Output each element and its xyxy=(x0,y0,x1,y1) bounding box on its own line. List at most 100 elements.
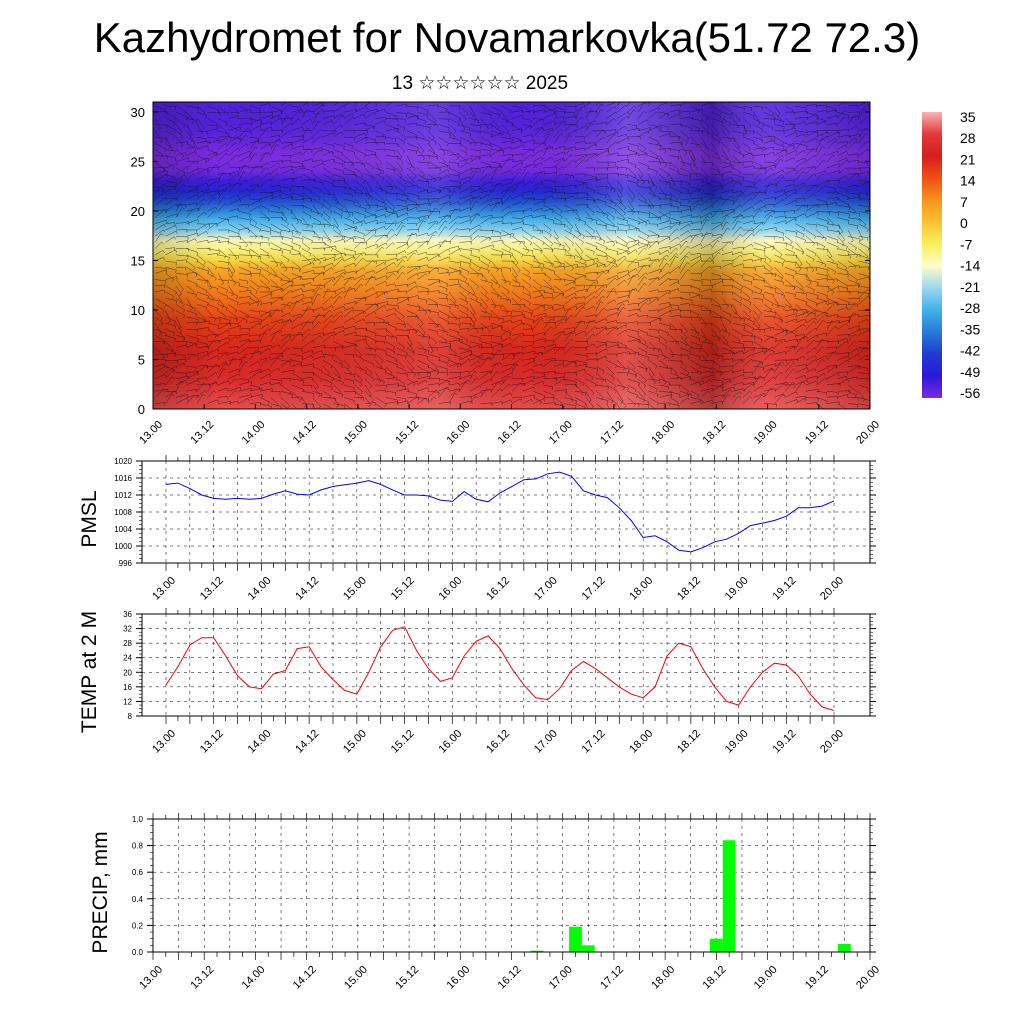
x-tick-label: 19.12 xyxy=(803,419,831,447)
precip-bar xyxy=(837,944,851,952)
wind-barbs xyxy=(154,102,870,409)
y-tick-label: 32 xyxy=(123,625,132,634)
y-axis-label: PMSL xyxy=(78,490,101,547)
y-tick-label: 8 xyxy=(128,712,133,721)
x-tick-label: 16.12 xyxy=(484,575,512,603)
x-tick-label: 16.00 xyxy=(436,575,464,603)
x-tick-label: 16.00 xyxy=(436,728,464,756)
y-tick-label: 20 xyxy=(131,204,145,219)
wind-barb-lines xyxy=(154,102,870,409)
x-tick-label: 18.00 xyxy=(649,964,677,992)
x-tick-label: 14.12 xyxy=(291,964,319,992)
x-tick-label: 15.00 xyxy=(342,419,370,447)
y-axis-label: TEMP at 2 M xyxy=(78,611,101,733)
colorbar-label: 35 xyxy=(960,109,976,125)
x-tick-label: 16.00 xyxy=(444,419,472,447)
x-tick-label: 13.00 xyxy=(137,419,165,447)
x-tick-label: 18.00 xyxy=(649,419,677,447)
x-tick-label: 17.00 xyxy=(547,419,575,447)
x-tick-label: 15.00 xyxy=(342,964,370,992)
x-tick-label: 13.00 xyxy=(137,964,165,992)
x-tick-label: 13.12 xyxy=(198,575,226,603)
colorbar-label: -28 xyxy=(960,300,980,316)
x-tick-label: 17.12 xyxy=(598,419,626,447)
chart-subtitle: 13 ☆☆☆☆☆☆ 2025 xyxy=(391,73,569,94)
series-line xyxy=(165,626,835,711)
x-tick-label: 15.00 xyxy=(341,575,369,603)
colorbar-label: -21 xyxy=(960,279,980,295)
y-tick-label: 15 xyxy=(131,253,145,268)
x-tick-label: 18.12 xyxy=(675,728,703,756)
x-tick-label: 18.00 xyxy=(627,728,655,756)
colorbar-label: 28 xyxy=(960,130,976,146)
x-tick-label: 13.00 xyxy=(150,575,178,603)
x-tick-label: 14.00 xyxy=(246,728,274,756)
y-tick-label: 0.4 xyxy=(132,895,144,904)
x-tick-label: 15.12 xyxy=(389,728,417,756)
x-tick-label: 20.00 xyxy=(854,964,882,992)
x-tick-label: 13.12 xyxy=(198,728,226,756)
x-tick-label: 17.12 xyxy=(598,964,626,992)
x-tick-label: 14.12 xyxy=(293,728,321,756)
y-tick-label: 30 xyxy=(131,105,145,120)
x-tick-label: 19.12 xyxy=(770,575,798,603)
y-tick-label: 1012 xyxy=(114,491,132,500)
y-tick-label: 1020 xyxy=(114,457,132,466)
colorbar-label: -35 xyxy=(960,321,980,337)
x-tick-label: 16.12 xyxy=(496,419,524,447)
x-tick-label: 19.12 xyxy=(770,728,798,756)
x-tick-label: 16.12 xyxy=(496,964,524,992)
x-tick-label: 18.12 xyxy=(701,964,729,992)
x-tick-label: 19.00 xyxy=(752,419,780,447)
x-tick-label: 18.12 xyxy=(675,575,703,603)
x-tick-label: 13.12 xyxy=(188,419,216,447)
y-tick-label: 25 xyxy=(131,154,145,169)
x-tick-label: 17.00 xyxy=(532,728,560,756)
colorbar-label: -7 xyxy=(960,236,973,252)
colorbar-label: -49 xyxy=(960,364,980,380)
y-tick-label: 28 xyxy=(123,639,132,648)
y-tick-label: 20 xyxy=(123,668,132,677)
x-tick-label: 20.00 xyxy=(818,575,846,603)
x-tick-label: 13.12 xyxy=(188,964,216,992)
pmsl-panel: 996 1000 1004 1008 1012 1016 1020 13.00 13.12 14.… xyxy=(78,455,876,603)
x-tick-label: 13.00 xyxy=(150,728,178,756)
colorbar-label: 21 xyxy=(960,151,976,167)
x-tick-label: 15.12 xyxy=(393,419,421,447)
y-tick-label: 10 xyxy=(131,303,145,318)
x-tick-label: 20.00 xyxy=(818,728,846,756)
x-tick-label: 19.12 xyxy=(803,964,831,992)
series-line xyxy=(165,471,835,553)
panel-frame xyxy=(141,460,871,564)
y-tick-label: 1000 xyxy=(114,542,132,551)
x-tick-label: 17.12 xyxy=(580,728,608,756)
y-tick-label: 24 xyxy=(123,654,132,663)
precip-panel: 0.0 0.2 0.4 0.6 0.8 1.0 13.00 13.12 14.00 14.12 15… xyxy=(89,813,882,992)
colorbar-label: -42 xyxy=(960,343,980,359)
x-tick-label: 14.12 xyxy=(291,419,319,447)
colorbar-label: -56 xyxy=(960,385,980,401)
precip-bar xyxy=(530,950,544,952)
y-tick-label: 0.8 xyxy=(132,842,144,851)
x-tick-label: 14.00 xyxy=(246,575,274,603)
colorbar xyxy=(922,112,942,398)
y-tick-label: 16 xyxy=(123,683,132,692)
y-axis-label: PRECIP, mm xyxy=(89,831,112,953)
wind-temperature-crosssection-panel: 0 5 10 15 20 25 30 13.00 13.12 14.00 14.12 15.00 15.… xyxy=(131,101,980,447)
precip-bar xyxy=(569,926,582,952)
panel-frame xyxy=(152,818,871,953)
x-tick-label: 17.00 xyxy=(532,575,560,603)
x-tick-label: 17.12 xyxy=(580,575,608,603)
x-tick-label: 14.00 xyxy=(240,964,268,992)
x-tick-label: 15.12 xyxy=(393,964,421,992)
y-tick-label: 996 xyxy=(119,559,133,568)
x-tick-label: 20.00 xyxy=(854,419,882,447)
y-tick-label: 5 xyxy=(138,352,145,367)
chart-title: Kazhydromet for Novamarkovka(51.72 72.3) xyxy=(93,14,921,61)
x-tick-label: 15.00 xyxy=(341,728,369,756)
y-tick-label: 1016 xyxy=(114,474,132,483)
y-tick-label: 0.0 xyxy=(132,948,144,957)
y-tick-label: 1008 xyxy=(114,508,132,517)
x-tick-label: 17.00 xyxy=(547,964,575,992)
